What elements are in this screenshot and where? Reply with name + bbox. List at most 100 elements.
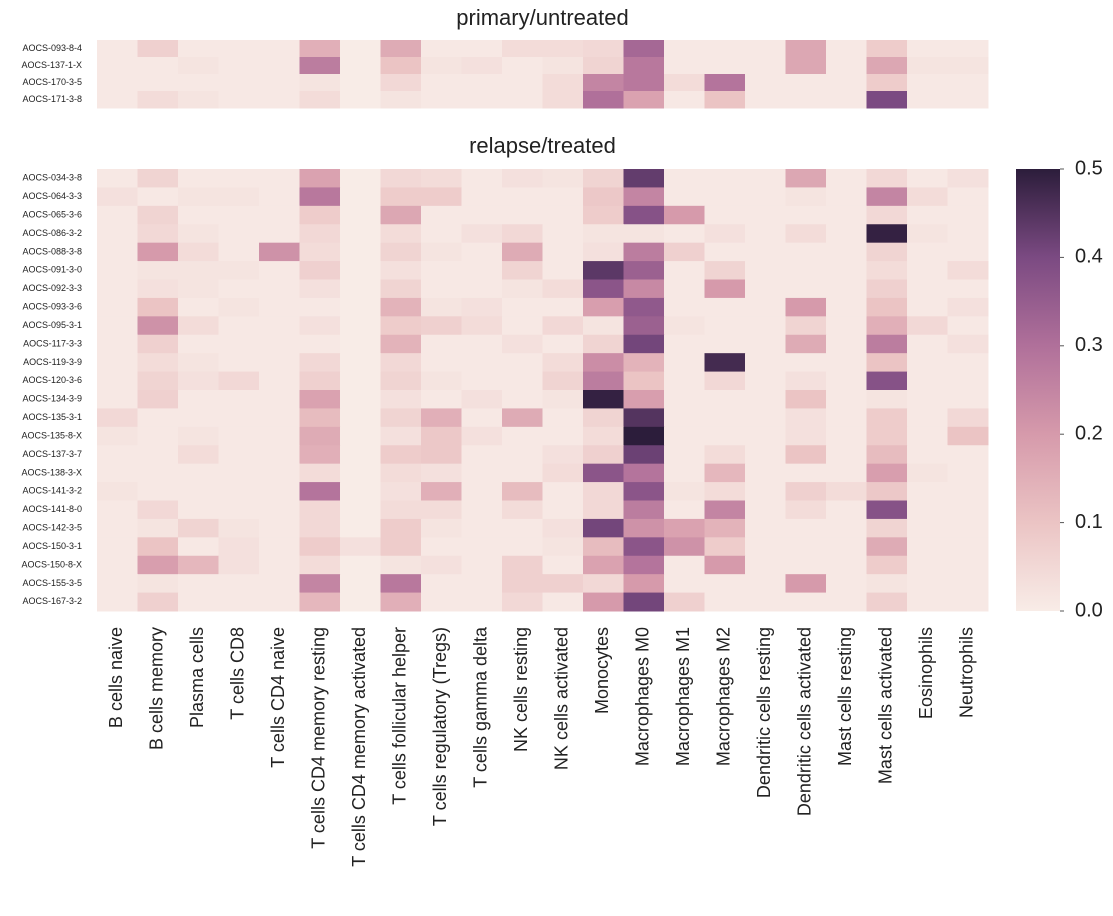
heatmap-cell	[218, 574, 260, 594]
heatmap-cell	[340, 390, 381, 409]
row-label: AOCS-117-3-3	[23, 338, 82, 348]
heatmap-cell	[623, 574, 665, 594]
heatmap-cell	[380, 261, 422, 280]
heatmap-cell	[947, 40, 989, 58]
heatmap-cell	[299, 40, 341, 58]
heatmap-cell	[826, 205, 867, 225]
heatmap-cell	[623, 205, 665, 225]
heatmap-cell	[947, 500, 989, 520]
heatmap-cell	[97, 261, 138, 280]
heatmap-cell	[299, 463, 341, 483]
heatmap-cell	[299, 169, 341, 188]
heatmap-cell	[866, 261, 908, 280]
heatmap-cell	[178, 353, 219, 373]
heatmap-cell	[299, 334, 341, 354]
column-label: Eosinophils	[916, 627, 936, 719]
heatmap-cell	[461, 500, 503, 520]
heatmap-cell	[178, 445, 219, 465]
heatmap-cell	[826, 224, 867, 244]
heatmap-cell	[866, 205, 908, 225]
heatmap-cell	[137, 316, 179, 336]
heatmap-cell	[97, 426, 138, 446]
heatmap-cell	[826, 518, 867, 538]
heatmap-cell	[866, 463, 908, 483]
heatmap-cell	[97, 40, 138, 58]
heatmap-cell	[178, 74, 219, 92]
heatmap-cell	[421, 74, 462, 92]
heatmap-cell	[542, 537, 584, 557]
heatmap-cell	[421, 445, 462, 465]
column-label: T cells CD4 memory resting	[309, 627, 329, 849]
heatmap-cell	[259, 592, 300, 612]
heatmap-cell	[299, 74, 341, 92]
heatmap-cell	[542, 408, 584, 428]
colorbar-tick-label: 0.0	[1075, 599, 1103, 621]
heatmap-cell	[664, 279, 705, 299]
heatmap-cell	[218, 316, 260, 336]
row-label: AOCS-064-3-3	[22, 191, 82, 201]
heatmap-cell	[826, 334, 867, 354]
heatmap-cell	[664, 316, 705, 336]
column-label: NK cells resting	[511, 627, 531, 752]
heatmap-cell	[259, 297, 300, 317]
heatmap-cell	[421, 353, 462, 373]
heatmap-cell	[583, 169, 624, 188]
heatmap-cell	[664, 242, 705, 262]
heatmap-cell	[826, 187, 867, 207]
heatmap-cell	[178, 279, 219, 299]
heatmap-cell	[745, 445, 786, 465]
heatmap-cell	[502, 57, 543, 75]
heatmap-cell	[178, 537, 219, 557]
heatmap-cell	[745, 408, 786, 428]
heatmap-cell	[623, 445, 665, 465]
heatmap-cell	[907, 592, 948, 612]
heatmap-cell	[380, 224, 422, 244]
heatmap-cell	[502, 297, 543, 317]
heatmap-cell	[97, 500, 138, 520]
heatmap-cell	[218, 74, 260, 92]
heatmap-cell	[340, 408, 381, 428]
heatmap-cell	[785, 334, 827, 354]
heatmap-cell	[745, 224, 786, 244]
heatmap-cell	[259, 316, 300, 336]
heatmap-cell	[583, 297, 624, 317]
heatmap-cell	[178, 408, 219, 428]
heatmap-cell	[97, 353, 138, 373]
heatmap-cell	[340, 371, 381, 391]
heatmap-cell	[178, 500, 219, 520]
heatmap-cell	[826, 592, 867, 612]
heatmap-cell	[502, 500, 543, 520]
heatmap-cell	[340, 518, 381, 538]
heatmap-cell	[218, 57, 260, 75]
heatmap-cell	[745, 371, 786, 391]
heatmap-cell	[785, 169, 827, 188]
panel-title: relapse/treated	[469, 133, 616, 158]
heatmap-cell	[218, 242, 260, 262]
heatmap-cell	[137, 261, 179, 280]
heatmap-cell	[623, 408, 665, 428]
heatmap-cell	[745, 500, 786, 520]
heatmap-cell	[704, 555, 746, 575]
heatmap-cell	[947, 297, 989, 317]
heatmap-cell	[866, 518, 908, 538]
heatmap-cell	[583, 445, 624, 465]
heatmap-cell	[623, 482, 665, 501]
heatmap-cell	[299, 205, 341, 225]
heatmap-cell	[299, 91, 341, 109]
heatmap-cell	[583, 537, 624, 557]
heatmap-cell	[664, 205, 705, 225]
heatmap-cell	[704, 242, 746, 262]
heatmap-cell	[664, 518, 705, 538]
heatmap-cell	[704, 334, 746, 354]
heatmap-cell	[421, 482, 462, 501]
heatmap-cell	[664, 40, 705, 58]
heatmap-cell	[866, 408, 908, 428]
heatmap-cell	[178, 574, 219, 594]
heatmap-cell	[461, 279, 503, 299]
heatmap-cell	[664, 537, 705, 557]
heatmap-cell	[299, 537, 341, 557]
heatmap-cell	[461, 537, 503, 557]
heatmap-cell	[259, 57, 300, 75]
heatmap-cell	[745, 187, 786, 207]
heatmap-cell	[866, 500, 908, 520]
